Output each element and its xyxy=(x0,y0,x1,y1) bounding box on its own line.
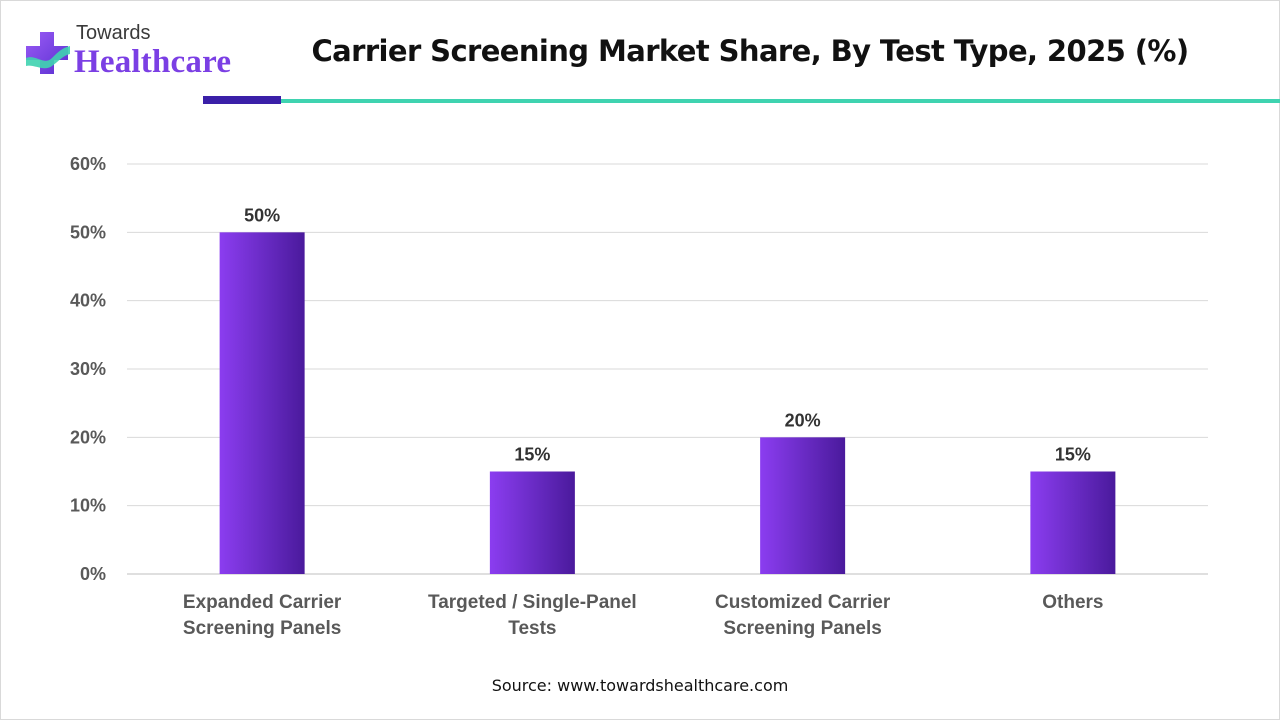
bar xyxy=(219,232,305,575)
x-category-label: Targeted / Single-Panel xyxy=(428,592,637,613)
y-tick-label: 60% xyxy=(70,154,106,174)
bar-value-label: 20% xyxy=(785,410,821,430)
bar xyxy=(760,437,846,574)
x-category-label: Customized Carrier xyxy=(715,592,891,613)
bar xyxy=(1030,471,1116,574)
y-tick-label: 40% xyxy=(70,291,106,311)
bar-value-label: 50% xyxy=(244,205,280,225)
x-category-label: Screening Panels xyxy=(723,618,881,639)
medical-cross-icon xyxy=(26,32,70,74)
x-category-label: Others xyxy=(1042,592,1103,613)
source-note: Source: www.towardshealthcare.com xyxy=(491,676,789,695)
bar-value-label: 15% xyxy=(514,445,550,465)
title-accent-bar xyxy=(203,96,281,104)
y-tick-label: 10% xyxy=(70,496,106,516)
x-category-label: Screening Panels xyxy=(183,618,341,639)
brand-main-text: Healthcare xyxy=(74,44,232,80)
bar-value-label: 15% xyxy=(1055,445,1091,465)
bar xyxy=(489,471,575,574)
y-tick-label: 0% xyxy=(80,564,106,584)
brand-logo: Towards Healthcare xyxy=(22,22,237,84)
chart-title: Carrier Screening Market Share, By Test … xyxy=(311,34,1190,68)
y-tick-label: 50% xyxy=(70,222,106,242)
brand-top-text: Towards xyxy=(76,22,151,44)
x-category-label: Expanded Carrier xyxy=(183,592,342,613)
y-tick-label: 30% xyxy=(70,359,106,379)
y-tick-label: 20% xyxy=(70,427,106,447)
x-category-label: Tests xyxy=(508,618,556,639)
title-underline xyxy=(281,99,1280,103)
